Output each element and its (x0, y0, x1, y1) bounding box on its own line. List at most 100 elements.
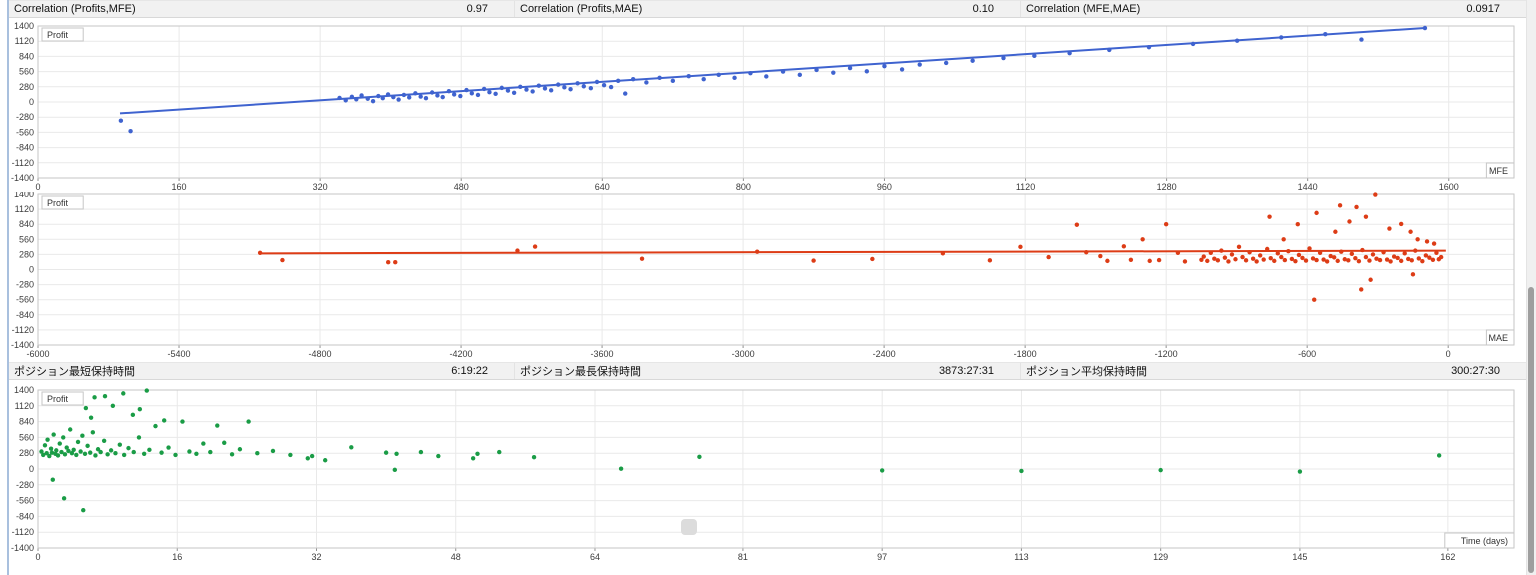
stat-value: 6:19:22 (451, 365, 488, 377)
x-axis-tag: Time (days) (1444, 532, 1515, 549)
svg-text:280: 280 (19, 82, 34, 92)
svg-text:145: 145 (1292, 552, 1307, 562)
svg-text:-840: -840 (16, 143, 34, 153)
svg-text:-840: -840 (16, 310, 34, 320)
profit-vs-time-chart[interactable]: 0 16 32 48 64 81 97 113 129 145 162 1400 1120 840 560 2… (9, 380, 1526, 575)
left-border-line (7, 0, 9, 575)
svg-text:-1200: -1200 (1155, 349, 1178, 359)
y-axis-tag: Profit (41, 391, 84, 406)
svg-text:-560: -560 (16, 496, 34, 506)
vertical-scrollbar[interactable] (1526, 0, 1536, 575)
stat-label: Correlation (MFE,MAE) (1026, 3, 1141, 15)
gridlines (37, 193, 1514, 346)
svg-text:1120: 1120 (1016, 182, 1035, 192)
svg-text:Time (days): Time (days) (1461, 536, 1508, 546)
axis-ticks: 0 160 320 480 640 800 960 1120 1280 1440 1600 1400 1… (11, 21, 1459, 192)
svg-text:1400: 1400 (14, 21, 34, 31)
stat-value: 3873:27:31 (938, 365, 994, 377)
scrollbar-thumb[interactable] (1528, 287, 1534, 573)
svg-text:560: 560 (19, 67, 34, 77)
svg-text:-3000: -3000 (732, 349, 755, 359)
svg-text:-1120: -1120 (12, 158, 34, 168)
svg-text:480: 480 (454, 182, 469, 192)
svg-text:-1400: -1400 (11, 543, 34, 553)
stat-label: Correlation (Profits,MFE) (14, 3, 136, 15)
scatter-plot-svg: 0 16 32 48 64 81 97 113 129 145 162 1400 1120 840 560 2… (11, 385, 1515, 562)
stat-value: 300:27:30 (1451, 365, 1500, 377)
svg-text:1120: 1120 (15, 36, 34, 46)
svg-text:-560: -560 (16, 127, 34, 137)
svg-text:81: 81 (738, 552, 748, 562)
svg-text:-600: -600 (1298, 349, 1316, 359)
svg-text:840: 840 (19, 417, 34, 427)
stat-correlation-profits-mfe: Correlation (Profits,MFE) 0.97 (9, 1, 515, 17)
axis-ticks: 0 16 32 48 64 81 97 113 129 145 162 1400 1120 840 560 2… (11, 385, 1455, 562)
scatter-points (118, 25, 1428, 134)
svg-text:960: 960 (877, 182, 892, 192)
svg-text:800: 800 (736, 182, 751, 192)
y-axis-tag: Profit (41, 195, 84, 210)
svg-text:-6000: -6000 (26, 349, 49, 359)
svg-text:280: 280 (19, 249, 34, 259)
svg-text:-560: -560 (16, 295, 34, 305)
svg-text:0: 0 (29, 464, 34, 474)
svg-text:32: 32 (311, 552, 321, 562)
svg-text:-280: -280 (16, 280, 34, 290)
svg-text:0: 0 (35, 552, 40, 562)
svg-text:-1800: -1800 (1014, 349, 1037, 359)
svg-text:-1400: -1400 (11, 340, 34, 350)
svg-text:1400: 1400 (14, 385, 34, 395)
svg-text:-280: -280 (16, 112, 34, 122)
stat-min-holding-time: ポジション最短保持時間 6:19:22 (9, 363, 515, 379)
plot-border (37, 193, 1515, 346)
profit-vs-mfe-chart[interactable]: 0 160 320 480 640 800 960 1120 1280 1440 1600 1400 1… (9, 19, 1526, 192)
profit-vs-mae-chart[interactable]: -6000 -5400 -4800 -4200 -3600 -3000 -2400 -1800… (9, 192, 1526, 362)
svg-text:280: 280 (19, 448, 34, 458)
gridlines (37, 389, 1514, 549)
stat-label: ポジション最短保持時間 (14, 366, 135, 378)
holding-time-stats-bar: ポジション最短保持時間 6:19:22 ポジション最長保持時間 3873:27:… (9, 362, 1526, 380)
svg-text:560: 560 (19, 432, 34, 442)
svg-text:MAE: MAE (1488, 333, 1508, 343)
svg-text:-1400: -1400 (11, 173, 34, 183)
svg-text:97: 97 (877, 552, 887, 562)
stat-avg-holding-time: ポジション平均保持時間 300:27:30 (1021, 363, 1526, 379)
left-margin (0, 0, 7, 575)
svg-text:640: 640 (595, 182, 610, 192)
svg-text:-4800: -4800 (309, 349, 332, 359)
svg-text:0: 0 (1446, 349, 1451, 359)
svg-text:129: 129 (1153, 552, 1168, 562)
stat-value: 0.97 (466, 3, 488, 15)
scatter-plot-svg: -6000 -5400 -4800 -4200 -3600 -3000 -2400 -1800… (11, 192, 1515, 359)
x-axis-tag: MFE (1485, 162, 1515, 179)
svg-text:113: 113 (1014, 552, 1028, 562)
svg-text:-4200: -4200 (450, 349, 473, 359)
scatter-points (39, 388, 1442, 513)
svg-text:-1120: -1120 (12, 325, 34, 335)
scatter-points (257, 192, 1444, 302)
plot-border (37, 25, 1515, 179)
svg-text:840: 840 (19, 51, 34, 61)
stat-label: ポジション最長保持時間 (520, 366, 641, 378)
stat-label: ポジション平均保持時間 (1026, 366, 1147, 378)
trend-line (119, 27, 1426, 115)
stat-value: 0.10 (972, 3, 994, 15)
y-axis-tag: Profit (41, 27, 84, 42)
svg-text:-1120: -1120 (12, 527, 34, 537)
correlation-stats-bar: Correlation (Profits,MFE) 0.97 Correlati… (9, 0, 1526, 18)
svg-text:0: 0 (35, 182, 40, 192)
stat-label: Correlation (Profits,MAE) (520, 3, 643, 15)
stat-correlation-profits-mae: Correlation (Profits,MAE) 0.10 (515, 1, 1021, 17)
stat-max-holding-time: ポジション最長保持時間 3873:27:31 (515, 363, 1021, 379)
svg-text:0: 0 (29, 265, 34, 275)
svg-text:-5400: -5400 (168, 349, 191, 359)
svg-text:MFE: MFE (1489, 166, 1508, 176)
svg-text:1400: 1400 (14, 192, 34, 199)
watermark-logo (681, 519, 697, 535)
svg-text:-3600: -3600 (591, 349, 614, 359)
svg-text:-280: -280 (16, 480, 34, 490)
x-axis-tag: MAE (1485, 329, 1515, 346)
svg-text:840: 840 (19, 219, 34, 229)
svg-text:16: 16 (172, 552, 182, 562)
